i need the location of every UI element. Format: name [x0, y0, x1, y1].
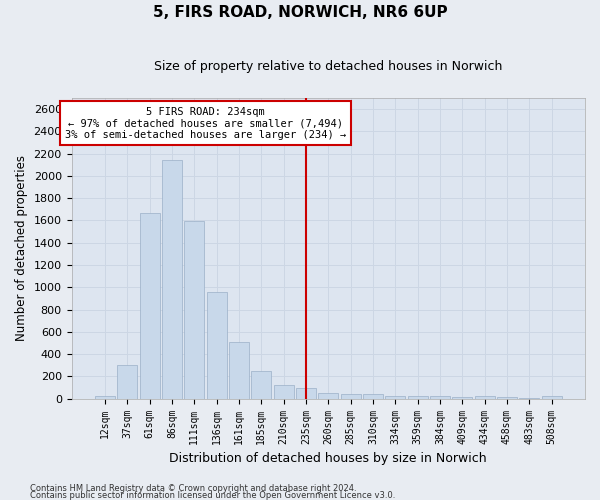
Bar — [385, 396, 406, 398]
Title: Size of property relative to detached houses in Norwich: Size of property relative to detached ho… — [154, 60, 502, 73]
Bar — [95, 396, 115, 398]
Bar — [184, 222, 205, 398]
Bar — [475, 396, 494, 398]
Bar — [229, 342, 249, 398]
Bar — [274, 385, 293, 398]
Text: 5, FIRS ROAD, NORWICH, NR6 6UP: 5, FIRS ROAD, NORWICH, NR6 6UP — [152, 5, 448, 20]
Bar — [251, 371, 271, 398]
Bar — [206, 292, 227, 399]
Text: Contains public sector information licensed under the Open Government Licence v3: Contains public sector information licen… — [30, 490, 395, 500]
Bar — [318, 392, 338, 398]
Bar — [117, 366, 137, 398]
Bar — [542, 396, 562, 398]
Bar — [140, 212, 160, 398]
Bar — [497, 397, 517, 398]
Text: 5 FIRS ROAD: 234sqm
← 97% of detached houses are smaller (7,494)
3% of semi-deta: 5 FIRS ROAD: 234sqm ← 97% of detached ho… — [65, 106, 346, 140]
Bar — [430, 396, 450, 398]
Bar — [162, 160, 182, 398]
Bar — [363, 394, 383, 398]
Y-axis label: Number of detached properties: Number of detached properties — [15, 155, 28, 341]
Bar — [296, 388, 316, 398]
X-axis label: Distribution of detached houses by size in Norwich: Distribution of detached houses by size … — [169, 452, 487, 465]
Text: Contains HM Land Registry data © Crown copyright and database right 2024.: Contains HM Land Registry data © Crown c… — [30, 484, 356, 493]
Bar — [407, 396, 428, 398]
Bar — [452, 396, 472, 398]
Bar — [341, 394, 361, 398]
